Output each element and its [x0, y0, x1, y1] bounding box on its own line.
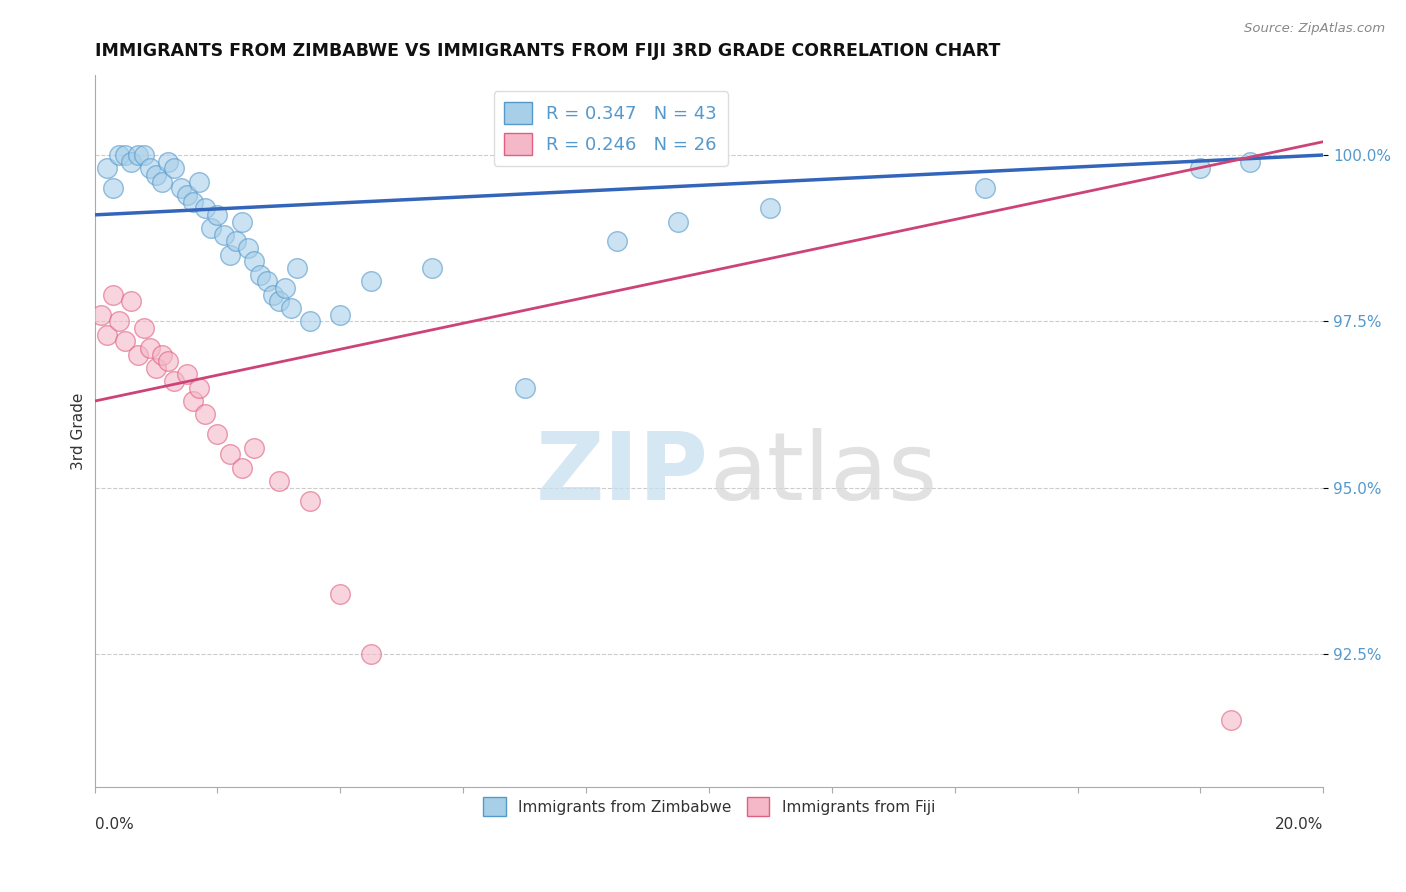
- Point: [96, 327, 118, 342]
- Point: [90, 308, 112, 322]
- Point: [200, 221, 222, 235]
- Point: [114, 334, 136, 349]
- Point: [513, 381, 536, 395]
- Point: [127, 347, 149, 361]
- Point: [194, 408, 217, 422]
- Point: [249, 268, 271, 282]
- Point: [298, 494, 321, 508]
- Point: [188, 175, 211, 189]
- Point: [108, 314, 131, 328]
- Point: [181, 394, 204, 409]
- Point: [194, 201, 217, 215]
- Point: [101, 287, 124, 301]
- Point: [96, 161, 118, 176]
- Point: [163, 374, 186, 388]
- Point: [108, 148, 131, 162]
- Text: 20.0%: 20.0%: [1275, 817, 1323, 832]
- Point: [243, 254, 266, 268]
- Point: [1220, 714, 1243, 728]
- Point: [163, 161, 186, 176]
- Point: [188, 381, 211, 395]
- Point: [218, 447, 240, 461]
- Point: [329, 587, 352, 601]
- Point: [139, 341, 162, 355]
- Point: [218, 248, 240, 262]
- Point: [127, 148, 149, 162]
- Point: [157, 154, 180, 169]
- Point: [145, 168, 167, 182]
- Point: [298, 314, 321, 328]
- Point: [267, 474, 290, 488]
- Point: [225, 235, 247, 249]
- Point: [139, 161, 162, 176]
- Point: [169, 181, 191, 195]
- Y-axis label: 3rd Grade: 3rd Grade: [72, 392, 86, 470]
- Point: [360, 647, 382, 661]
- Point: [212, 227, 235, 242]
- Text: 0.0%: 0.0%: [94, 817, 134, 832]
- Point: [243, 441, 266, 455]
- Point: [606, 235, 628, 249]
- Text: IMMIGRANTS FROM ZIMBABWE VS IMMIGRANTS FROM FIJI 3RD GRADE CORRELATION CHART: IMMIGRANTS FROM ZIMBABWE VS IMMIGRANTS F…: [94, 42, 1000, 60]
- Point: [238, 241, 260, 255]
- Point: [974, 181, 997, 195]
- Point: [176, 368, 198, 382]
- Point: [759, 201, 782, 215]
- Text: Source: ZipAtlas.com: Source: ZipAtlas.com: [1244, 22, 1385, 36]
- Point: [256, 274, 278, 288]
- Point: [360, 274, 382, 288]
- Point: [274, 281, 297, 295]
- Point: [145, 360, 167, 375]
- Point: [150, 347, 173, 361]
- Point: [157, 354, 180, 368]
- Point: [207, 208, 229, 222]
- Point: [176, 188, 198, 202]
- Legend: Immigrants from Zimbabwe, Immigrants from Fiji: Immigrants from Zimbabwe, Immigrants fro…: [477, 791, 941, 822]
- Text: ZIP: ZIP: [536, 428, 709, 520]
- Point: [262, 287, 284, 301]
- Point: [280, 301, 302, 315]
- Point: [1189, 161, 1212, 176]
- Point: [422, 261, 444, 276]
- Point: [285, 261, 308, 276]
- Point: [329, 308, 352, 322]
- Point: [1239, 154, 1261, 169]
- Text: atlas: atlas: [709, 428, 938, 520]
- Point: [120, 294, 142, 309]
- Point: [666, 214, 689, 228]
- Point: [114, 148, 136, 162]
- Point: [231, 214, 253, 228]
- Point: [267, 294, 290, 309]
- Point: [132, 148, 155, 162]
- Point: [231, 460, 253, 475]
- Point: [132, 321, 155, 335]
- Point: [181, 194, 204, 209]
- Point: [101, 181, 124, 195]
- Point: [150, 175, 173, 189]
- Point: [120, 154, 142, 169]
- Point: [207, 427, 229, 442]
